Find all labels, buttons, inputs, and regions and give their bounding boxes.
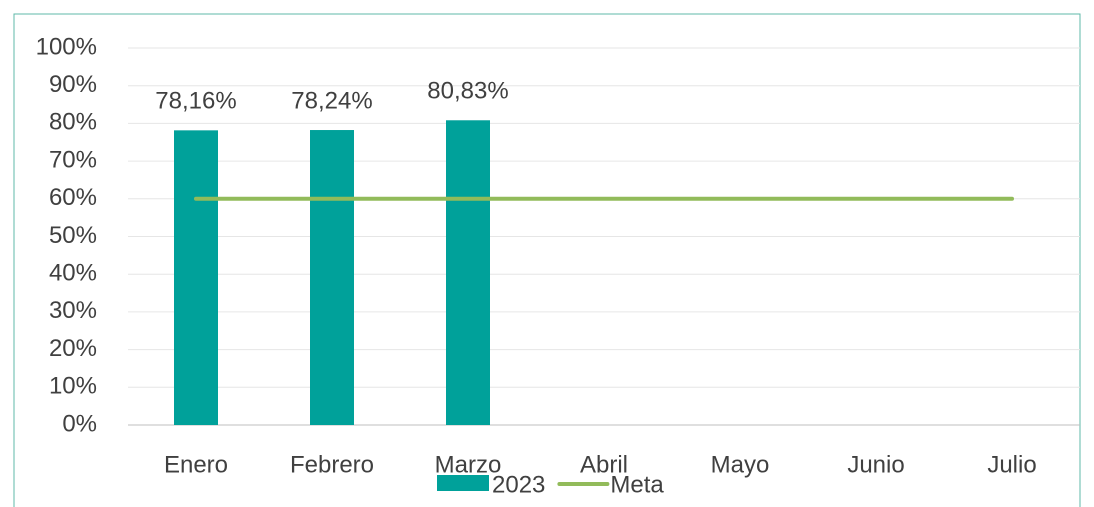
data-label: 80,83% [427, 78, 508, 105]
data-label: 78,16% [155, 88, 236, 115]
y-tick-label: 20% [49, 335, 97, 362]
x-tick-label: Enero [164, 451, 228, 478]
data-label: 78,24% [291, 87, 372, 114]
y-tick-label: 70% [49, 146, 97, 173]
x-tick-label: Mayo [711, 451, 770, 478]
y-tick-label: 80% [49, 109, 97, 136]
legend-swatch [437, 475, 489, 491]
x-tick-label: Abril [580, 451, 628, 478]
y-tick-label: 30% [49, 297, 97, 324]
legend-label: 2023 [492, 471, 545, 498]
bar [174, 130, 218, 426]
x-tick-label: Febrero [290, 451, 374, 478]
bar [310, 130, 354, 425]
y-tick-label: 10% [49, 373, 97, 400]
y-tick-label: 50% [49, 222, 97, 249]
frame [13, 13, 1081, 507]
y-tick-label: 60% [49, 184, 97, 211]
legend-label: Meta [610, 471, 664, 498]
x-tick-label: Junio [847, 451, 904, 478]
x-tick-label: Marzo [435, 451, 502, 478]
bar [446, 120, 490, 425]
y-tick-label: 100% [36, 33, 97, 60]
y-tick-label: 90% [49, 71, 97, 98]
y-tick-label: 40% [49, 260, 97, 287]
y-tick-label: 0% [62, 410, 97, 437]
x-tick-label: Julio [987, 451, 1036, 478]
